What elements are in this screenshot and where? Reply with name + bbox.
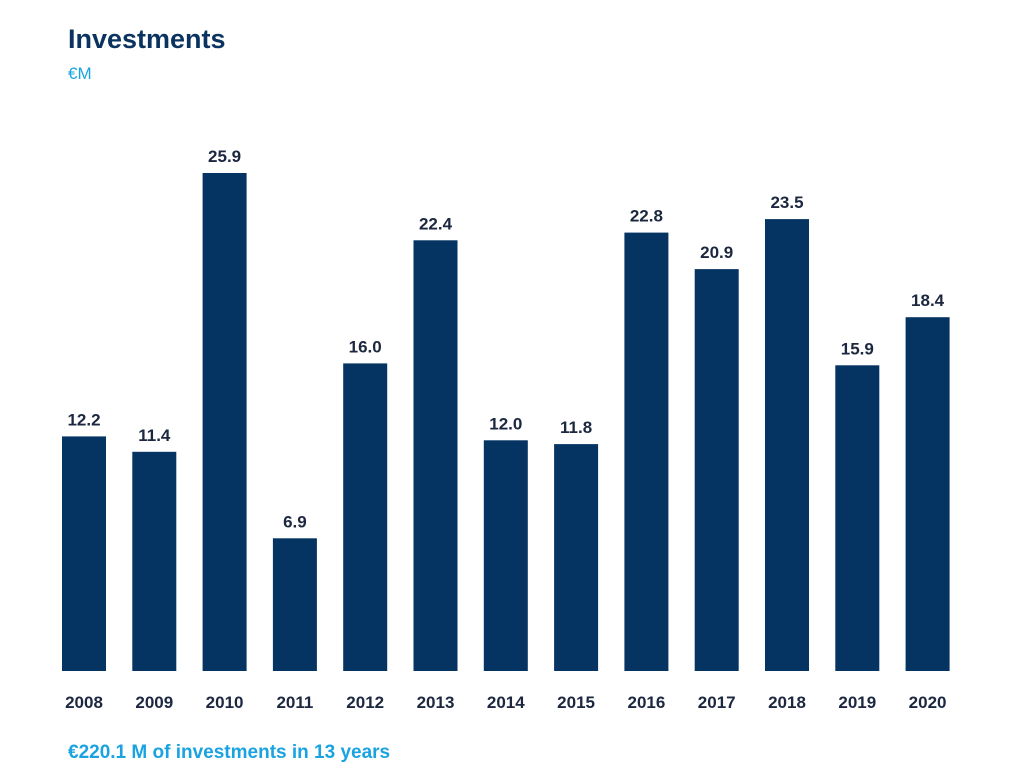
bar-2010 <box>202 173 247 671</box>
value-label-2014: 12.0 <box>489 414 522 433</box>
x-tick-2014: 2014 <box>487 693 525 712</box>
value-label-2020: 18.4 <box>911 291 945 310</box>
investment-summary: €220.1 M of investments in 13 years <box>68 742 391 763</box>
x-tick-2009: 2009 <box>135 693 173 712</box>
bar-2019 <box>835 365 880 671</box>
value-label-2015: 11.8 <box>560 418 592 437</box>
value-label-2016: 22.8 <box>630 207 663 226</box>
bar-2012 <box>343 363 388 671</box>
bar-2008 <box>62 436 106 671</box>
bar-2011 <box>272 538 317 671</box>
bar-2014 <box>483 440 528 671</box>
x-tick-2020: 2020 <box>909 693 947 712</box>
x-tick-2018: 2018 <box>768 693 806 712</box>
bar-2009 <box>132 451 177 671</box>
bar-2018 <box>765 219 809 671</box>
value-label-2017: 20.9 <box>700 243 733 262</box>
bar-2013 <box>413 240 458 672</box>
x-tick-2019: 2019 <box>838 693 876 712</box>
bar-2016 <box>624 232 669 671</box>
value-label-2019: 15.9 <box>841 339 874 358</box>
bar-2020 <box>905 317 950 671</box>
x-tick-2012: 2012 <box>346 693 384 712</box>
value-label-2013: 22.4 <box>419 214 453 233</box>
x-tick-2010: 2010 <box>206 693 244 712</box>
bar-2015 <box>554 444 599 671</box>
value-label-2009: 11.4 <box>138 426 171 445</box>
x-tick-2017: 2017 <box>698 693 736 712</box>
value-label-2008: 12.2 <box>67 410 100 429</box>
chart-title: Investments <box>68 24 226 54</box>
value-label-2012: 16.0 <box>349 337 382 356</box>
value-label-2011: 6.9 <box>283 512 307 531</box>
x-tick-2013: 2013 <box>417 693 455 712</box>
x-tick-2008: 2008 <box>65 693 103 712</box>
value-label-2018: 23.5 <box>770 193 803 212</box>
bar-2017 <box>694 269 739 671</box>
x-tick-2011: 2011 <box>276 693 313 712</box>
x-tick-2015: 2015 <box>557 693 595 712</box>
chart-unit: €M <box>68 64 92 83</box>
value-label-2010: 25.9 <box>208 147 241 166</box>
x-tick-2016: 2016 <box>627 693 665 712</box>
